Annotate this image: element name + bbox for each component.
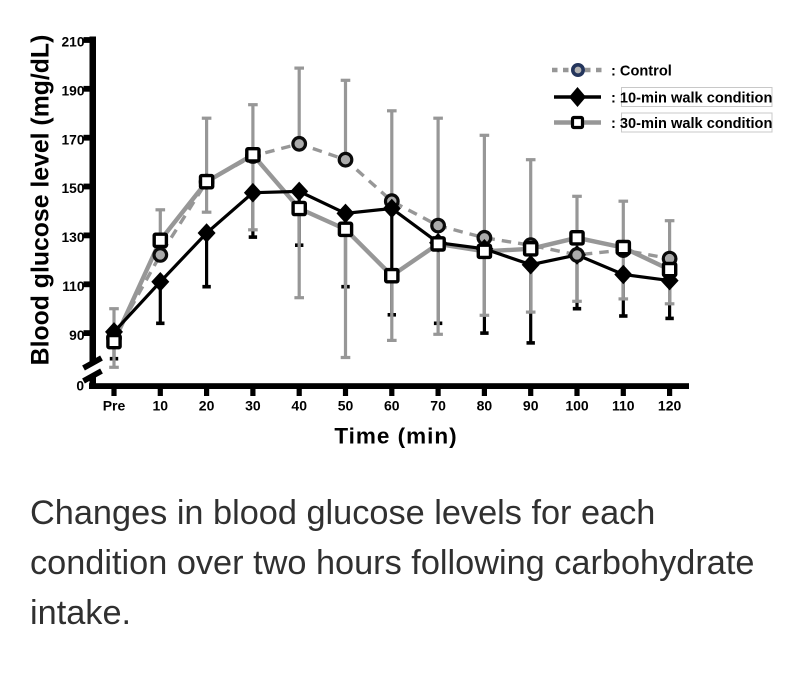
svg-text:50: 50 bbox=[338, 398, 354, 414]
svg-text:Blood glucose level (mg/dL): Blood glucose level (mg/dL) bbox=[28, 35, 55, 366]
svg-text:0: 0 bbox=[76, 379, 84, 394]
svg-text:40: 40 bbox=[291, 398, 307, 414]
svg-text:Time (min): Time (min) bbox=[334, 424, 457, 449]
svg-text:: Control: : Control bbox=[611, 64, 672, 80]
svg-text:110: 110 bbox=[612, 398, 635, 414]
svg-text:130: 130 bbox=[61, 230, 84, 245]
svg-text:100: 100 bbox=[565, 398, 589, 414]
svg-text:: 10-min walk condition: : 10-min walk condition bbox=[611, 91, 772, 107]
svg-text:Pre: Pre bbox=[103, 398, 126, 414]
svg-text:80: 80 bbox=[477, 398, 493, 414]
svg-text:120: 120 bbox=[658, 398, 682, 414]
svg-text:20: 20 bbox=[199, 398, 215, 414]
svg-text:70: 70 bbox=[430, 398, 446, 414]
svg-text:90: 90 bbox=[523, 398, 539, 414]
svg-text:170: 170 bbox=[61, 132, 84, 147]
svg-text:10: 10 bbox=[153, 398, 169, 414]
svg-text:90: 90 bbox=[69, 328, 85, 343]
svg-text:60: 60 bbox=[384, 398, 400, 414]
svg-text:: 30-min walk condition: : 30-min walk condition bbox=[611, 116, 772, 132]
svg-text:210: 210 bbox=[61, 35, 84, 50]
svg-text:110: 110 bbox=[62, 279, 85, 294]
svg-text:150: 150 bbox=[61, 181, 84, 196]
svg-text:190: 190 bbox=[61, 84, 84, 99]
svg-text:30: 30 bbox=[245, 398, 261, 414]
